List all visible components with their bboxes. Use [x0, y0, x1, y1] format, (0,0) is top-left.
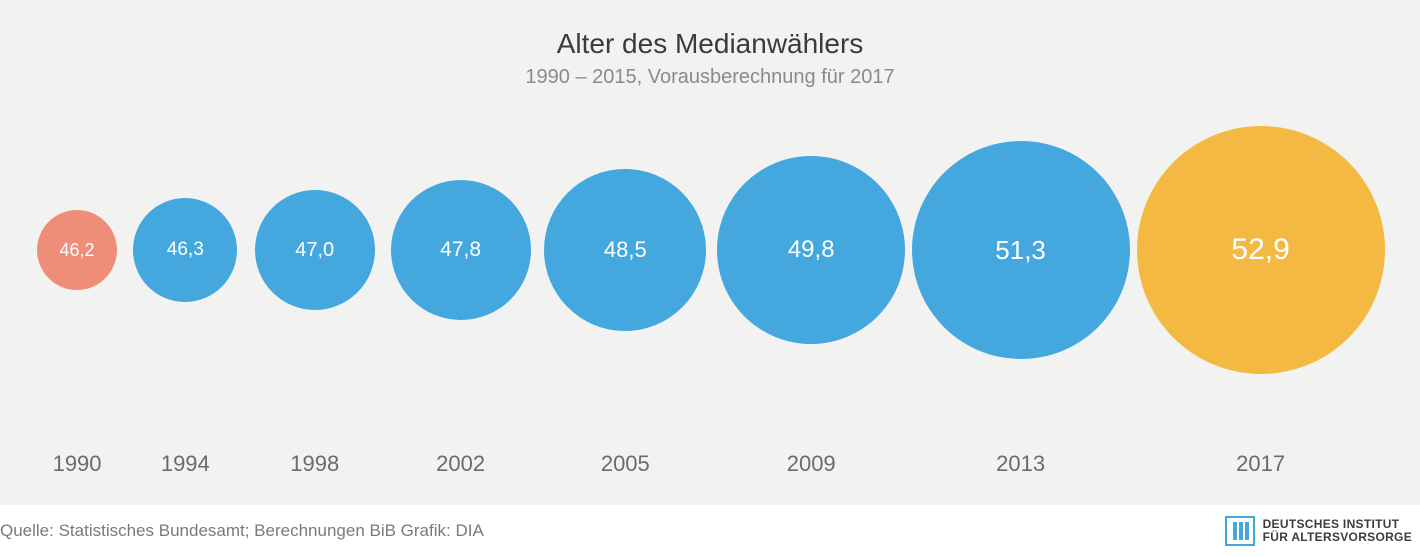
bubble: 47,0 — [255, 190, 375, 310]
footer: Quelle: Statistisches Bundesamt; Berechn… — [0, 505, 1420, 557]
bubbles-row: 46,246,347,047,848,549,851,352,9 — [0, 120, 1420, 380]
source-text: Quelle: Statistisches Bundesamt; Berechn… — [0, 521, 484, 541]
bubble: 48,5 — [544, 169, 706, 331]
year-label: 2013 — [910, 451, 1131, 477]
bubble: 49,8 — [717, 156, 905, 344]
year-label: 2002 — [383, 451, 538, 477]
bubble-cell: 46,3 — [124, 198, 246, 302]
bubble-cell: 51,3 — [910, 141, 1131, 359]
year-label: 2017 — [1131, 451, 1390, 477]
bubble-cell: 52,9 — [1131, 126, 1390, 374]
chart-area: Alter des Medianwählers 1990 – 2015, Vor… — [0, 0, 1420, 505]
year-label: 1990 — [30, 451, 124, 477]
bubble-cell: 47,8 — [383, 180, 538, 320]
bubble: 46,3 — [133, 198, 237, 302]
publisher-logo: DEUTSCHES INSTITUT FÜR ALTERSVORSORGE — [1225, 516, 1412, 546]
bubble: 51,3 — [912, 141, 1130, 359]
bubble: 47,8 — [391, 180, 531, 320]
bubble-cell: 49,8 — [712, 156, 910, 344]
years-row: 19901994199820022005200920132017 — [0, 451, 1420, 477]
bubble: 46,2 — [37, 210, 117, 290]
chart-subtitle: 1990 – 2015, Vorausberechnung für 2017 — [0, 66, 1420, 89]
bubble: 52,9 — [1137, 126, 1385, 374]
dia-logo-icon — [1225, 516, 1255, 546]
bubble-cell: 47,0 — [246, 190, 382, 310]
year-label: 1994 — [124, 451, 246, 477]
bubble-cell: 46,2 — [30, 210, 124, 290]
year-label: 2009 — [712, 451, 910, 477]
logo-line2: FÜR ALTERSVORSORGE — [1263, 531, 1412, 544]
bubble-cell: 48,5 — [538, 169, 712, 331]
year-label: 2005 — [538, 451, 712, 477]
year-label: 1998 — [246, 451, 382, 477]
chart-title: Alter des Medianwählers — [0, 0, 1420, 60]
publisher-logo-text: DEUTSCHES INSTITUT FÜR ALTERSVORSORGE — [1263, 518, 1412, 543]
